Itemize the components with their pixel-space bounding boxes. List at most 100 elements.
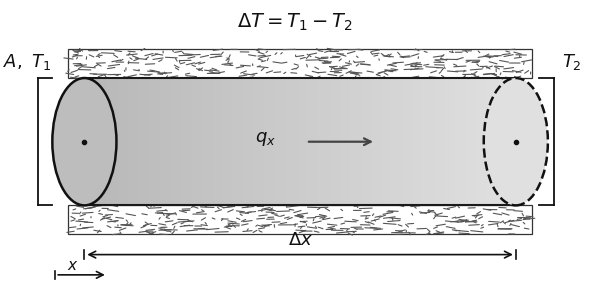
Bar: [235, 78, 239, 205]
Bar: [286, 78, 289, 205]
Bar: [372, 78, 376, 205]
Bar: [376, 78, 379, 205]
Bar: [304, 78, 307, 205]
Bar: [451, 78, 455, 205]
Bar: [433, 78, 437, 205]
Bar: [91, 78, 95, 205]
Bar: [325, 78, 329, 205]
Bar: [390, 78, 394, 205]
Bar: [153, 78, 156, 205]
Bar: [199, 78, 203, 205]
Bar: [498, 78, 502, 205]
Bar: [113, 78, 117, 205]
Bar: [138, 78, 142, 205]
Text: $T_2$: $T_2$: [562, 52, 582, 72]
Bar: [242, 78, 246, 205]
Bar: [103, 78, 106, 205]
Bar: [430, 78, 433, 205]
Bar: [95, 78, 99, 205]
Bar: [422, 78, 426, 205]
Bar: [394, 78, 397, 205]
Bar: [297, 78, 300, 205]
Bar: [250, 78, 253, 205]
Bar: [318, 78, 322, 205]
Bar: [84, 78, 88, 205]
Bar: [455, 78, 458, 205]
Bar: [332, 78, 336, 205]
Bar: [214, 78, 218, 205]
Bar: [124, 78, 127, 205]
Bar: [340, 78, 343, 205]
Bar: [314, 78, 318, 205]
Bar: [307, 78, 311, 205]
Bar: [127, 78, 131, 205]
Bar: [189, 78, 192, 205]
Bar: [182, 78, 185, 205]
Bar: [117, 78, 120, 205]
Bar: [171, 78, 174, 205]
Bar: [174, 78, 178, 205]
Bar: [466, 78, 469, 205]
Bar: [336, 78, 340, 205]
Text: $\Delta T = T_1 - T_2$: $\Delta T = T_1 - T_2$: [237, 12, 352, 33]
Bar: [261, 78, 264, 205]
Bar: [163, 78, 167, 205]
Bar: [408, 78, 412, 205]
Bar: [404, 78, 408, 205]
Bar: [257, 78, 261, 205]
Bar: [447, 78, 451, 205]
Bar: [347, 78, 350, 205]
Bar: [491, 78, 494, 205]
Bar: [458, 78, 462, 205]
Bar: [512, 78, 516, 205]
Bar: [365, 78, 368, 205]
Bar: [239, 78, 242, 205]
Bar: [210, 78, 214, 205]
Bar: [120, 78, 124, 205]
Ellipse shape: [53, 78, 116, 205]
Bar: [343, 78, 347, 205]
Bar: [361, 78, 365, 205]
Bar: [469, 78, 473, 205]
Bar: [142, 78, 146, 205]
Bar: [509, 78, 512, 205]
Bar: [476, 78, 480, 205]
Bar: [68, 205, 532, 234]
Bar: [156, 78, 160, 205]
Bar: [149, 78, 153, 205]
Bar: [426, 78, 430, 205]
Bar: [135, 78, 138, 205]
Bar: [110, 78, 113, 205]
Bar: [397, 78, 401, 205]
Bar: [178, 78, 182, 205]
Bar: [487, 78, 491, 205]
Bar: [483, 78, 487, 205]
Bar: [228, 78, 232, 205]
Bar: [253, 78, 257, 205]
Bar: [311, 78, 314, 205]
Bar: [264, 78, 268, 205]
Bar: [480, 78, 483, 205]
Bar: [401, 78, 404, 205]
Bar: [379, 78, 383, 205]
Bar: [282, 78, 286, 205]
Bar: [350, 78, 354, 205]
Bar: [440, 78, 444, 205]
Bar: [415, 78, 419, 205]
Bar: [221, 78, 225, 205]
Bar: [246, 78, 250, 205]
Bar: [437, 78, 440, 205]
Bar: [196, 78, 199, 205]
Bar: [271, 78, 275, 205]
Bar: [293, 78, 297, 205]
Bar: [232, 78, 235, 205]
Bar: [386, 78, 390, 205]
Bar: [358, 78, 361, 205]
Bar: [146, 78, 149, 205]
Bar: [88, 78, 91, 205]
Bar: [167, 78, 171, 205]
Bar: [206, 78, 210, 205]
Bar: [494, 78, 498, 205]
Bar: [268, 78, 271, 205]
Bar: [368, 78, 372, 205]
